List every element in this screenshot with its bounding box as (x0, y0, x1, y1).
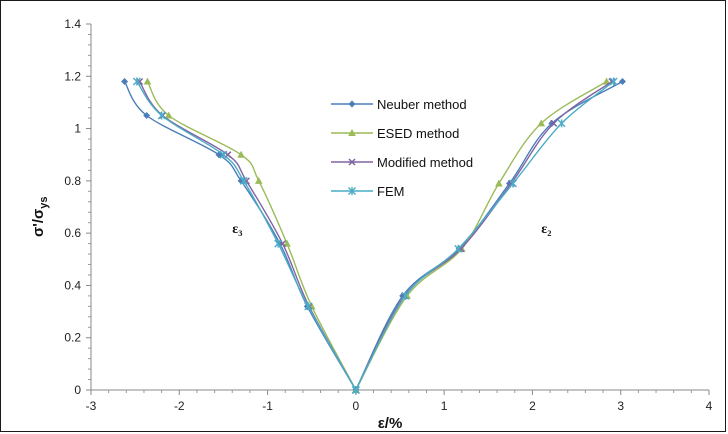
data-point (274, 239, 283, 248)
x-tick-label: 4 (706, 399, 713, 413)
data-point (283, 239, 291, 247)
y-tick-label: 0.8 (64, 174, 81, 188)
legend-item: Neuber method (331, 97, 467, 112)
data-point (164, 111, 173, 119)
x-tick-label: 2 (529, 399, 536, 413)
data-point (143, 77, 152, 85)
legend-marker (348, 187, 356, 195)
legend-item: ESED method (331, 126, 459, 141)
y-tick-label: 1.4 (64, 17, 81, 31)
legend-marker (348, 100, 356, 108)
series-line-left (136, 81, 357, 391)
x-axis-title: ε/% (378, 415, 403, 432)
y-tick-label: 1.2 (64, 69, 81, 83)
data-point (132, 77, 141, 86)
data-point (143, 112, 151, 119)
data-point (550, 119, 558, 127)
series-layer (121, 77, 626, 394)
data-point (254, 176, 263, 184)
data-point (537, 119, 546, 127)
data-point (219, 150, 228, 159)
data-point (351, 386, 360, 394)
annotation-label: ε₃ (232, 222, 242, 237)
series-fem (132, 77, 618, 394)
legend-label: ESED method (377, 126, 459, 141)
legend-label: FEM (377, 184, 404, 199)
legend-item: FEM (331, 184, 404, 199)
data-point (239, 176, 248, 185)
y-tick-label: 1 (74, 122, 81, 136)
marker-stroke (348, 158, 356, 166)
x-tick-label: -1 (262, 399, 273, 413)
y-tick-label: 0.2 (64, 331, 81, 345)
annotation-layer: ε₃ ε₂ (232, 222, 551, 237)
data-point (304, 302, 313, 311)
x-tick-label: 1 (441, 399, 448, 413)
data-point (618, 78, 626, 86)
data-point (557, 119, 566, 128)
data-point (157, 111, 166, 120)
data-point (495, 179, 503, 187)
y-tick-label: 0.4 (64, 278, 81, 292)
y-axis-title: σ'/σys (30, 196, 50, 237)
data-point (121, 78, 129, 86)
x-tick-label: 3 (617, 399, 624, 413)
data-point (454, 244, 463, 253)
x-tick-label: -2 (174, 399, 185, 413)
series-line-right (355, 80, 607, 391)
annotation-label: ε₂ (541, 222, 551, 237)
data-point (237, 150, 245, 158)
y-tick-label: 0 (74, 383, 81, 397)
legend-layer: Neuber method ESED method Modified method F… (331, 97, 473, 199)
y-tick-label: 0.6 (64, 226, 81, 240)
legend-label: Modified method (377, 155, 473, 170)
data-point (509, 179, 518, 188)
data-point (602, 77, 611, 85)
series-line-left (138, 81, 357, 391)
marker-stroke (550, 119, 558, 127)
legend-label: Neuber method (377, 97, 467, 112)
legend-marker (348, 129, 356, 136)
x-tick-label: -3 (86, 399, 97, 413)
legend-marker (348, 158, 356, 166)
axes-layer: 0 0.2 0.4 0.6 0.8 1 1.2 1.4 -3 -2 -1 0 1 2 3 4 ε/% σ'/σys (30, 17, 713, 432)
data-point (548, 119, 556, 127)
data-point (609, 77, 618, 86)
legend-item: Modified method (331, 155, 473, 170)
x-tick-label: 0 (353, 399, 360, 413)
data-point (401, 291, 410, 300)
